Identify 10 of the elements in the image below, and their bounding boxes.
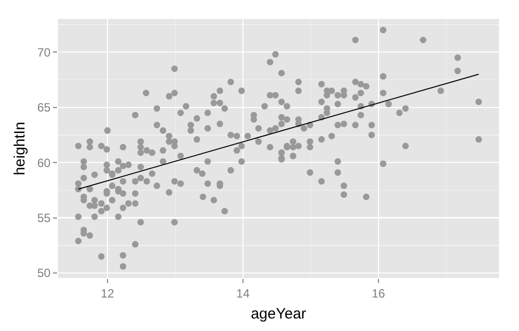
y-tick-label: 60: [37, 156, 51, 170]
y-tick-label: 65: [37, 100, 51, 115]
x-tick-label: 16: [372, 286, 386, 300]
x-axis-title: ageYear: [250, 305, 306, 322]
x-tick-label: 12: [100, 286, 114, 300]
y-axis-title: heightIn: [11, 122, 28, 176]
x-tick-label: 14: [236, 286, 250, 300]
y-tick-label: 70: [37, 45, 51, 60]
y-tick-label: 55: [37, 211, 51, 226]
y-tick-label: 50: [37, 266, 51, 280]
